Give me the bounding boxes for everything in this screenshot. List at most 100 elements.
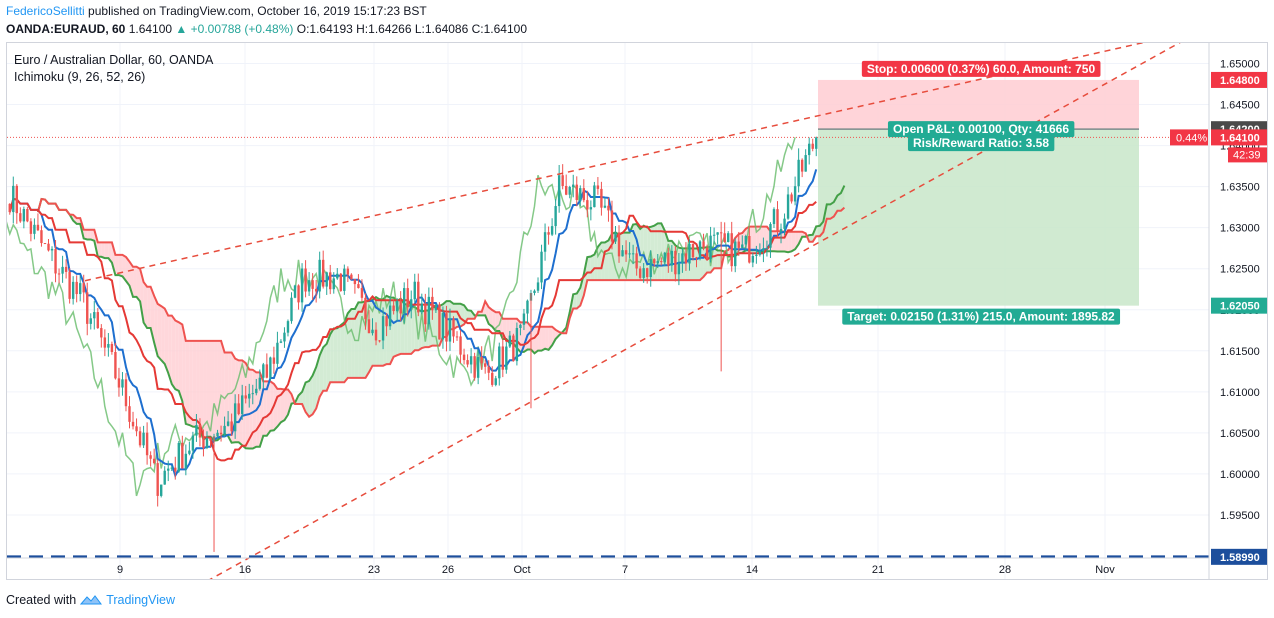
candle-body: [12, 185, 15, 213]
candle-body: [321, 259, 325, 287]
candle-body: [596, 185, 600, 189]
candle-body: [251, 393, 254, 395]
candle-body: [607, 205, 610, 211]
last-price-tag-bg: [1211, 129, 1267, 146]
candle-body: [219, 432, 223, 435]
candle-body: [452, 318, 455, 337]
candle-body: [519, 324, 522, 328]
candle-body: [353, 279, 357, 285]
candle-body: [480, 357, 483, 364]
candle-body: [276, 342, 279, 364]
cloud-segment: [643, 225, 648, 281]
candle-body: [533, 290, 536, 294]
candle-body: [293, 285, 297, 298]
cloud-segment: [583, 257, 588, 296]
x-tick-label: 7: [622, 564, 628, 576]
y-tick-label: 1.65000: [1220, 59, 1260, 71]
candle-body: [40, 230, 43, 244]
candle-body: [255, 388, 258, 394]
cloud-segment: [157, 303, 162, 361]
cloud-segment: [168, 315, 172, 384]
lower-channel-trendline: [209, 43, 1181, 579]
cloud-segment: [316, 355, 320, 409]
candle-body: [582, 188, 586, 201]
candle-body: [424, 303, 427, 325]
candle-body: [455, 336, 459, 338]
candle-body: [420, 303, 424, 313]
indicator-legend[interactable]: Ichimoku (9, 26, 52, 26): [14, 70, 146, 84]
cloud-segment: [125, 256, 130, 286]
candle-body: [195, 424, 198, 436]
x-tick-label: 21: [872, 564, 884, 576]
y-tick-label: 1.60500: [1220, 428, 1260, 440]
candle-body: [304, 268, 307, 292]
y-tick-label: 1.63000: [1220, 223, 1260, 235]
cloud-segment: [351, 309, 355, 378]
candle-body: [688, 243, 691, 264]
tradingview-link[interactable]: TradingView: [106, 593, 175, 607]
cloud-segment: [238, 360, 243, 446]
candle-body: [670, 250, 674, 266]
candle-body: [339, 273, 343, 291]
cloud-segment: [192, 340, 197, 427]
cloud-segment: [196, 340, 200, 430]
candle-body: [103, 337, 107, 348]
candle-body: [487, 366, 490, 373]
cloud-segment: [97, 242, 102, 257]
cloud-segment: [467, 310, 472, 319]
y-tick-label: 1.62500: [1220, 264, 1260, 276]
cloud-segment: [347, 309, 352, 378]
candle-body: [515, 327, 519, 362]
cloud-segment: [122, 254, 126, 281]
candle-body: [191, 435, 195, 451]
indicator-lines: [7, 137, 846, 497]
candle-body: [205, 438, 209, 448]
cloud-segment: [379, 299, 384, 366]
candle-body: [170, 467, 173, 469]
candle-body: [624, 250, 628, 255]
cloud-segment: [788, 231, 792, 253]
candle-body: [459, 336, 462, 355]
cloud-segment: [714, 247, 718, 269]
candle-body: [19, 213, 22, 222]
candle-body: [466, 360, 469, 365]
cloud-segment: [773, 231, 778, 252]
candle-body: [807, 143, 811, 156]
cloud-segment: [333, 328, 338, 383]
candle-body: [564, 185, 568, 195]
candle-body: [269, 357, 272, 378]
candle-body: [128, 406, 131, 422]
last-price-tag: 1.64100: [1220, 132, 1260, 144]
cloud-segment: [87, 229, 91, 240]
candle-body: [600, 188, 603, 208]
cloud-segment: [488, 307, 493, 327]
candle-body: [149, 455, 152, 459]
x-tick-label: 28: [999, 564, 1011, 576]
candle-body: [645, 268, 649, 278]
cloud-segment: [118, 254, 123, 277]
candle-body: [86, 292, 89, 324]
candle-body: [174, 467, 177, 472]
candle-body: [22, 209, 26, 222]
candle-body: [642, 268, 645, 278]
cloud-segment: [492, 309, 496, 331]
cloud-segment: [432, 307, 436, 346]
target-label: Target: 0.02150 (1.31%) 215.0, Amount: 1…: [847, 310, 1115, 324]
candle-body: [159, 484, 163, 496]
candle-body: [730, 233, 733, 267]
cloud-segment: [136, 266, 141, 302]
candle-body: [346, 268, 350, 275]
y-tick-label: 1.63500: [1220, 182, 1260, 194]
candle-body: [438, 304, 441, 340]
candle-body: [61, 266, 64, 274]
candle-body: [167, 468, 170, 471]
author-link[interactable]: FedericoSellitti: [6, 4, 85, 18]
candle-body: [68, 271, 71, 299]
cloud-segment: [305, 381, 310, 417]
candle-body: [677, 263, 681, 275]
cloud-segment: [337, 325, 341, 383]
candle-body: [145, 432, 149, 456]
cloud-segment: [372, 297, 377, 366]
stop-price-tag: 1.64800: [1220, 75, 1260, 87]
